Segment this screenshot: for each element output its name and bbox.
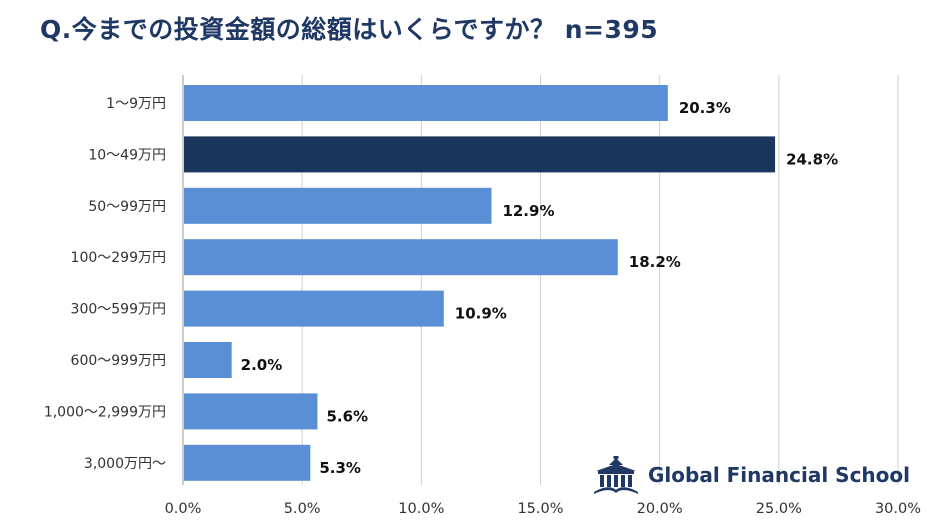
category-label: 50～99万円 [88,199,166,215]
logo-text: Global Financial School [648,463,910,487]
category-label: 600～999万円 [71,353,166,369]
data-label: 12.9% [502,202,554,220]
bar [184,85,668,121]
x-tick-label: 5.0% [284,501,321,517]
data-label: 20.3% [679,99,731,117]
bar [184,444,311,481]
data-label: 2.0% [241,356,283,374]
x-tick-label: 20.0% [637,501,683,517]
category-label: 1,000～2,999万円 [44,404,166,420]
chart-title: Q.今までの投資金額の総額はいくらですか？ n=395 [40,15,659,44]
x-tick-label: 15.0% [517,501,563,517]
x-tick-label: 10.0% [398,501,444,517]
bar [184,393,318,430]
x-tick-label: 0.0% [165,501,202,517]
category-label: 10～49万円 [88,147,166,163]
category-label: 300～599万円 [71,302,166,318]
bar [184,136,776,173]
category-label: 100～299万円 [71,250,166,266]
category-label: 1～9万円 [106,96,166,112]
data-label: 5.3% [319,459,361,477]
bar [184,290,444,327]
data-label: 18.2% [629,253,681,271]
school-building-icon [594,456,638,494]
x-tick-label: 30.0% [875,501,921,517]
data-label: 24.8% [786,150,838,168]
bars [184,85,776,481]
bar [184,187,492,224]
data-label: 5.6% [326,407,368,425]
labels: 0.0% 5.0% 10.0% 15.0% 20.0% 25.0% 30.0% 1～9万円 20… [44,96,921,517]
bar [184,342,232,378]
logo: Global Financial School [592,456,910,494]
bar [184,239,618,276]
x-tick-label: 25.0% [756,501,802,517]
data-label: 10.9% [455,305,507,323]
category-label: 3,000万円～ [84,456,166,472]
